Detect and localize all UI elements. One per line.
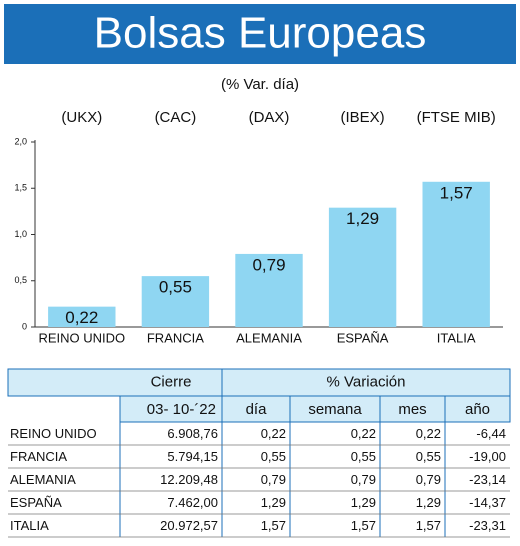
cell: 12.209,48 xyxy=(160,472,218,487)
index-label: (IBEX) xyxy=(341,109,385,126)
column-header: 03- 10-´22 xyxy=(147,401,216,418)
cell: 5.794,15 xyxy=(167,449,218,464)
chart-subtitle: (% Var. día) xyxy=(221,76,299,93)
table-header-bg xyxy=(7,368,511,397)
cell: 0,22 xyxy=(351,426,376,441)
bar xyxy=(328,207,397,327)
cell: 1,57 xyxy=(261,518,286,533)
cell: 0,22 xyxy=(416,426,441,441)
column-header: día xyxy=(246,401,268,418)
column-header: semana xyxy=(308,401,362,418)
index-label: (UKX) xyxy=(61,109,102,126)
y-tick-label: 1,0 xyxy=(14,229,27,239)
value-label: 1,29 xyxy=(346,209,379,228)
x-tick-label: REINO UNIDO xyxy=(38,330,125,345)
index-label: (FTSE MIB) xyxy=(417,109,496,126)
bar xyxy=(235,253,303,327)
x-tick-label: ALEMANIA xyxy=(236,330,302,345)
row-name: ITALIA xyxy=(10,518,49,533)
bar xyxy=(48,306,116,327)
cell: -23,31 xyxy=(469,518,506,533)
cell: 0,79 xyxy=(351,472,376,487)
x-tick-label: FRANCIA xyxy=(147,330,204,345)
cell: 0,79 xyxy=(261,472,286,487)
index-label: (DAX) xyxy=(249,109,290,126)
cell: 1,57 xyxy=(416,518,441,533)
cell: 0,55 xyxy=(351,449,376,464)
row-name: REINO UNIDO xyxy=(10,426,97,441)
cell: 0,79 xyxy=(416,472,441,487)
x-tick-label: ESPAÑA xyxy=(337,330,389,345)
value-label: 0,55 xyxy=(159,278,192,297)
cell: 1,29 xyxy=(416,495,441,510)
cell: 20.972,57 xyxy=(160,518,218,533)
cell: -14,37 xyxy=(469,495,506,510)
cell: 1,29 xyxy=(261,495,286,510)
cell: 0,55 xyxy=(261,449,286,464)
cell: -23,14 xyxy=(469,472,506,487)
column-header: año xyxy=(465,401,490,418)
x-tick-label: ITALIA xyxy=(437,330,476,345)
y-tick-label: 2,0 xyxy=(14,136,27,146)
y-tick-label: 0,5 xyxy=(14,275,27,285)
row-name: FRANCIA xyxy=(10,449,67,464)
value-label: 0,79 xyxy=(252,255,285,274)
cell: 0,22 xyxy=(261,426,286,441)
y-tick-label: 1,5 xyxy=(14,183,27,193)
group-header: Cierre xyxy=(151,373,192,390)
row-name: ALEMANIA xyxy=(10,472,76,487)
cell: 1,57 xyxy=(351,518,376,533)
cell: 1,29 xyxy=(351,495,376,510)
cell: -6,44 xyxy=(476,426,506,441)
row-name: ESPAÑA xyxy=(10,495,62,510)
bar xyxy=(141,276,210,327)
value-label: 0,22 xyxy=(65,308,98,327)
column-header: mes xyxy=(398,401,426,418)
cell: 0,55 xyxy=(416,449,441,464)
y-tick-label: 0 xyxy=(22,321,27,331)
chart-title: Bolsas Europeas xyxy=(94,9,427,58)
bar xyxy=(422,181,490,327)
value-label: 1,57 xyxy=(440,183,473,202)
cell: 7.462,00 xyxy=(167,495,218,510)
title-bar xyxy=(4,4,516,64)
cell: -19,00 xyxy=(469,449,506,464)
index-label: (CAC) xyxy=(155,109,197,126)
cell: 6.908,76 xyxy=(167,426,218,441)
group-header: % Variación xyxy=(327,373,406,390)
